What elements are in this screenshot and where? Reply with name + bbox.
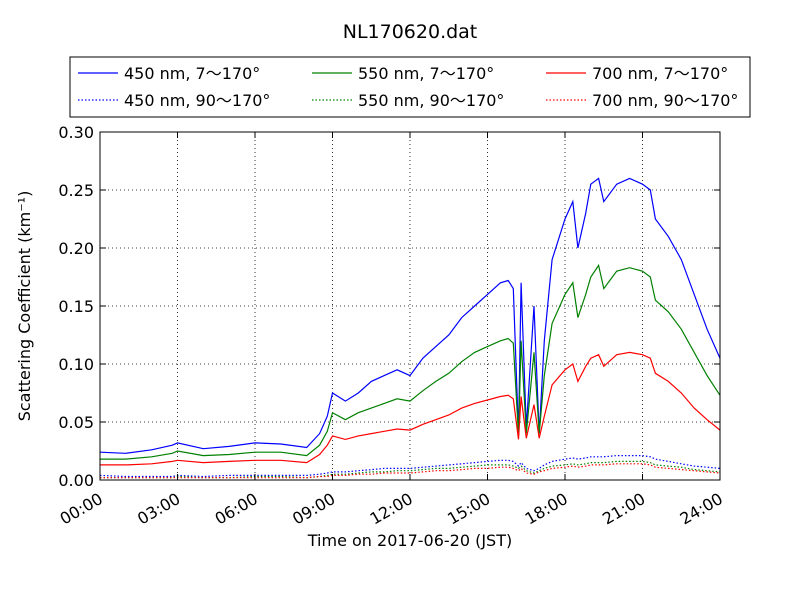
legend-box: [69, 56, 751, 118]
series-line-1: [100, 263, 721, 460]
y-tick-label: 0.30: [58, 123, 94, 142]
y-tick-label: 0.05: [58, 413, 94, 432]
chart-title: NL170620.dat: [343, 21, 478, 43]
y-tick-label: 0.10: [58, 355, 94, 374]
series-layer: [99, 177, 721, 479]
legend-label: 700 nm, 7～170°: [592, 64, 728, 83]
legend-label: 550 nm, 7～170°: [358, 64, 494, 83]
legend-label: 450 nm, 7～170°: [124, 64, 260, 83]
y-tick-label: 0.25: [58, 181, 94, 200]
legend-label: 450 nm, 90～170°: [124, 91, 270, 110]
series-line-5: [100, 463, 721, 479]
grid: [100, 132, 720, 480]
y-tick-label: 0.15: [58, 297, 94, 316]
y-tick-label: 0.00: [58, 471, 94, 490]
x-axis-title: Time on 2017-06-20 (JST): [307, 531, 512, 550]
series-line-2: [100, 351, 721, 466]
legend-label: 700 nm, 90～170°: [592, 91, 738, 110]
legend-label: 550 nm, 90～170°: [358, 91, 504, 110]
series-line-3: [99, 455, 721, 478]
y-axis-title: Scattering Coefficient (km⁻¹): [15, 191, 34, 422]
legend: 450 nm, 7～170° 550 nm, 7～170° 700 nm, 7～17…: [69, 56, 751, 118]
y-tick-label: 0.20: [58, 239, 94, 258]
series-line-0: [99, 177, 721, 454]
